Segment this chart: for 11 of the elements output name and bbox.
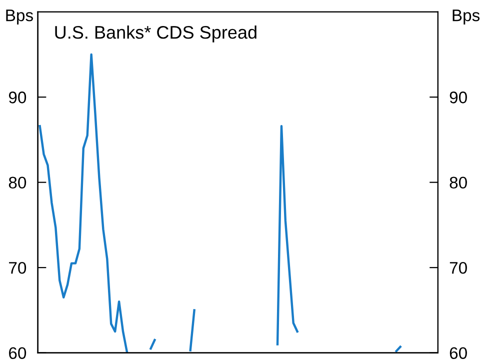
y-axis-title: Bps bbox=[6, 10, 33, 25]
y2-tick-label: 60 bbox=[450, 347, 467, 360]
y-tick-label: 70 bbox=[9, 262, 26, 274]
y2-axis-title: Bps bbox=[452, 10, 480, 25]
text: U.S. Banks* CDS Spread bbox=[55, 26, 256, 42]
y2-tick-label: 80 bbox=[450, 176, 467, 189]
y2-tick-label: 70 bbox=[450, 262, 467, 274]
y2-tick-label: 90 bbox=[450, 92, 467, 104]
y-tick-label: 60 bbox=[9, 347, 26, 360]
y-tick-label: 80 bbox=[8, 176, 26, 189]
y-tick-label: 90 bbox=[8, 92, 26, 104]
